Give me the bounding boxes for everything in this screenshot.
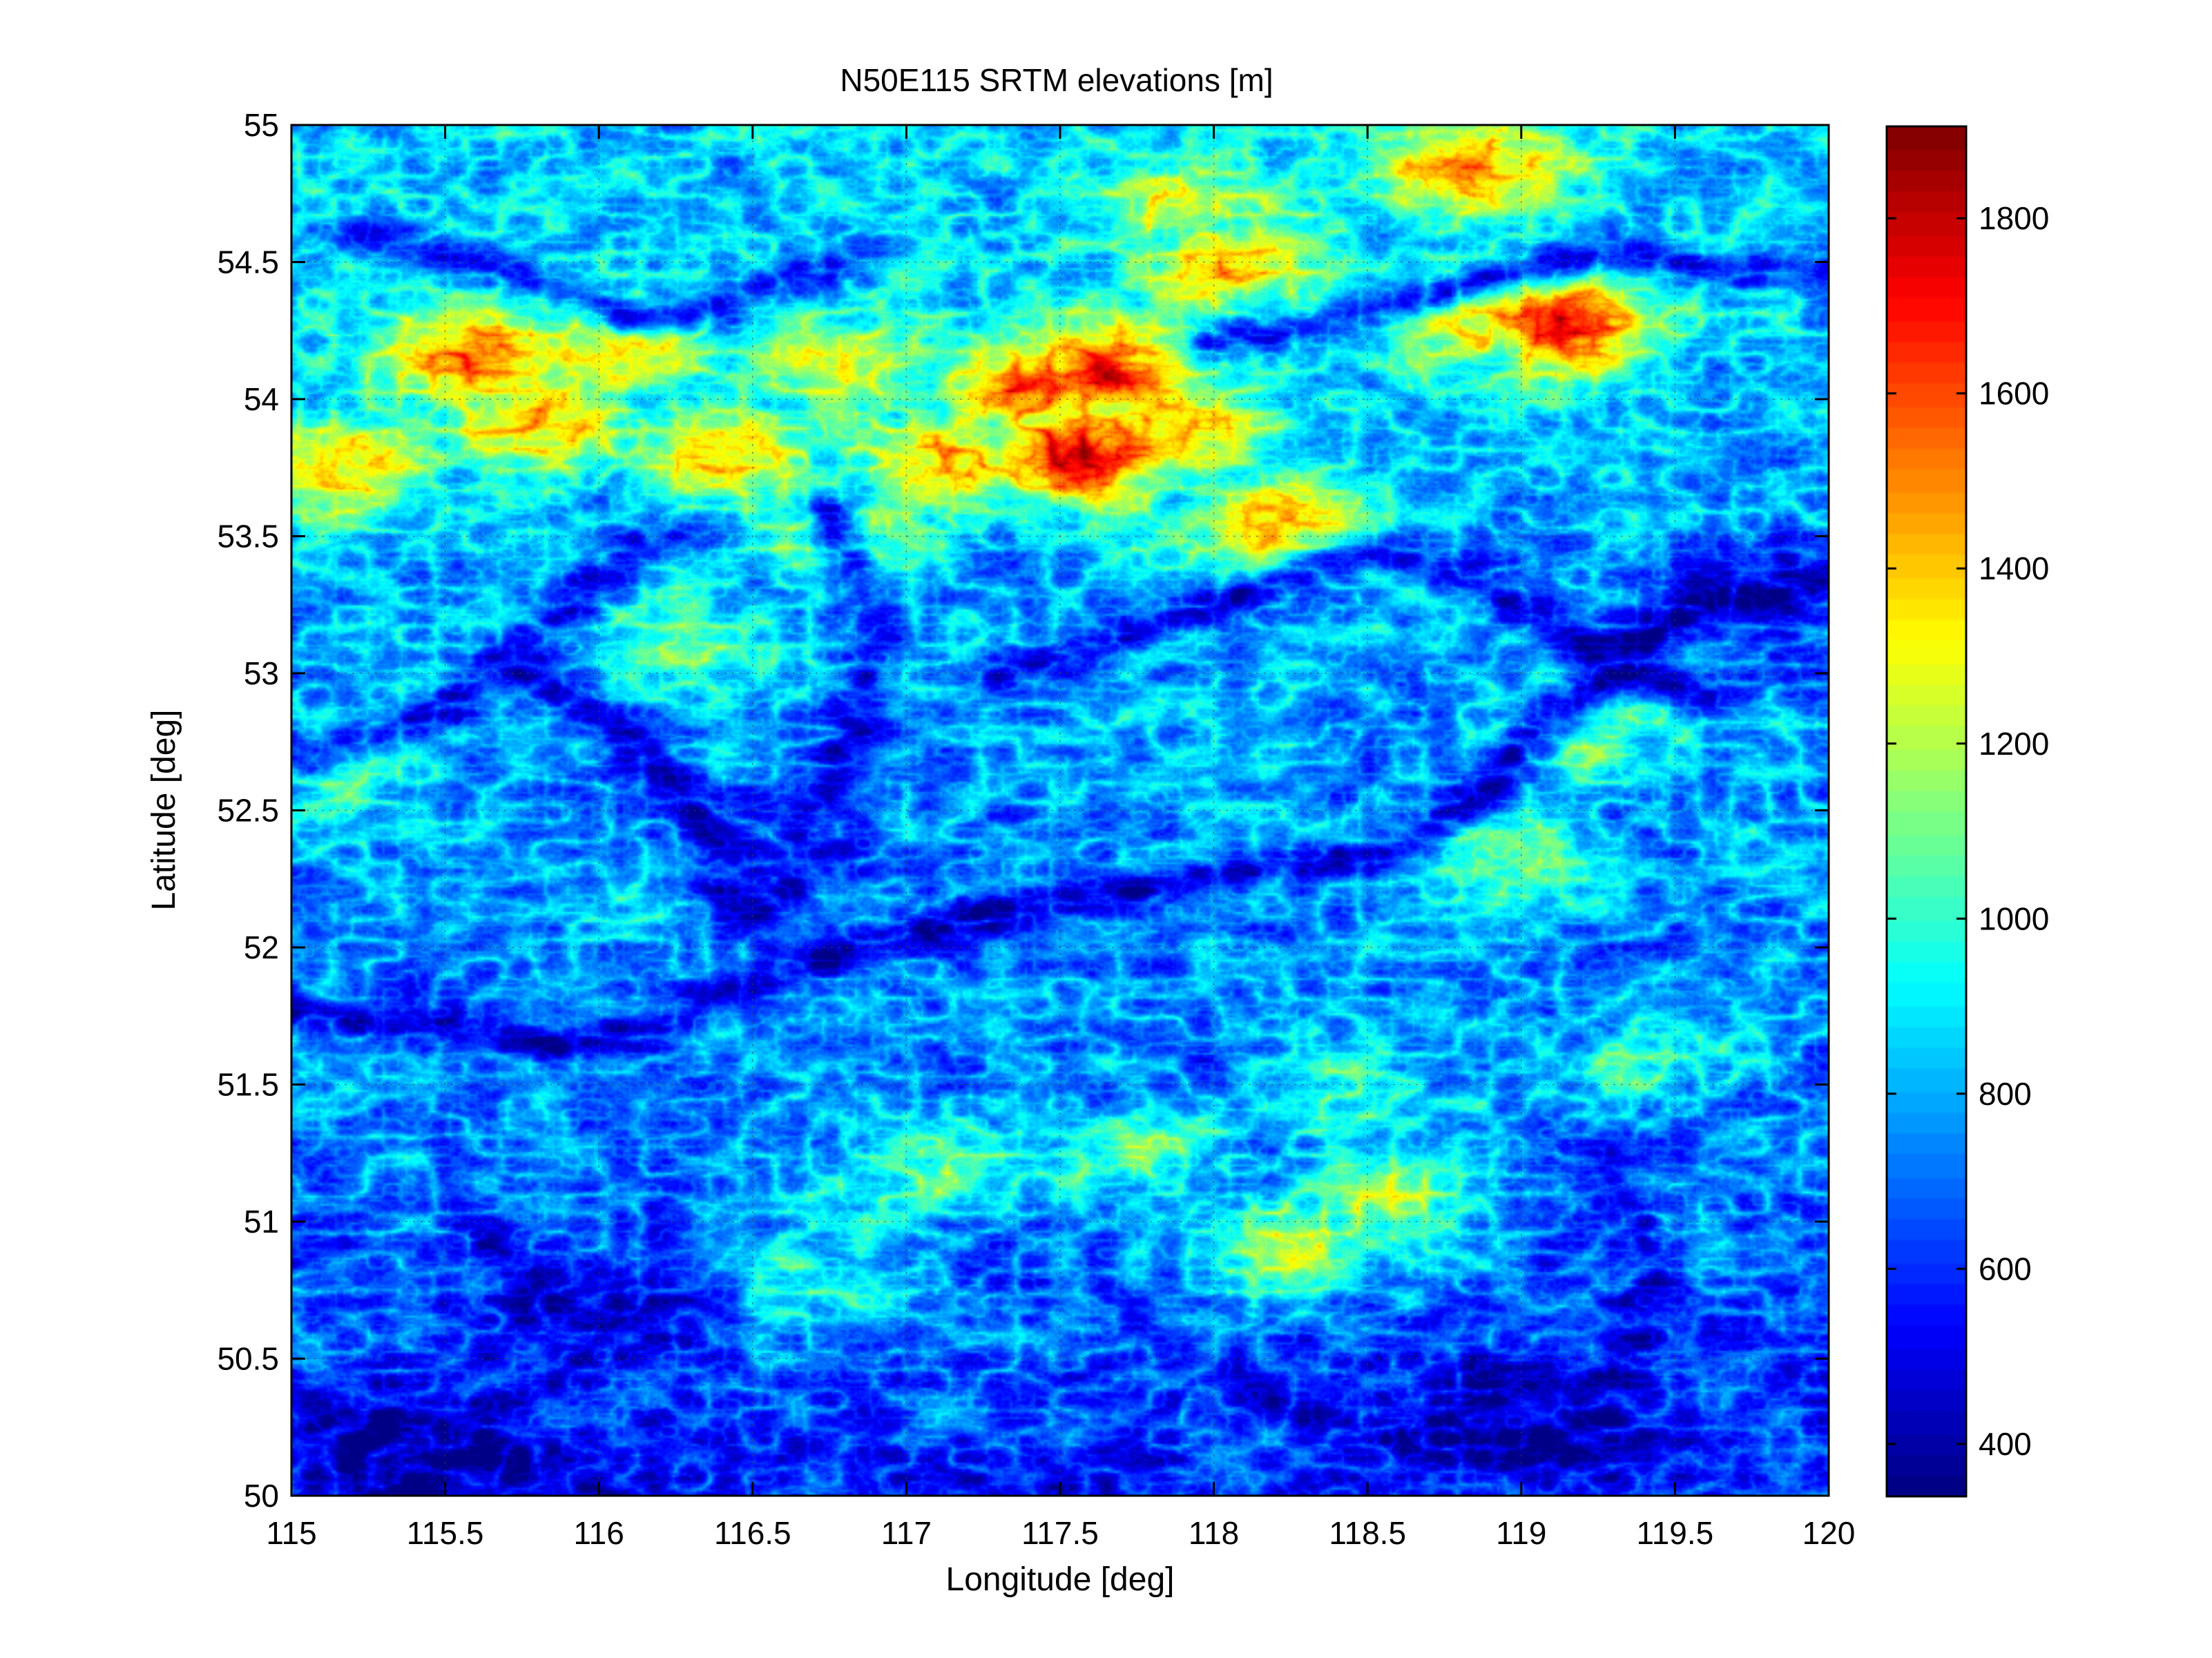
y-tick-label: 50.5 <box>217 1341 279 1377</box>
colorbar-tick-label: 800 <box>1979 1076 2032 1112</box>
colorbar-tick-label: 1800 <box>1979 200 2049 236</box>
colorbar-tick-label: 1000 <box>1979 900 2049 936</box>
x-tick-label: 116 <box>574 1515 624 1551</box>
y-tick-label: 54.5 <box>217 244 279 280</box>
x-tick-label: 117 <box>881 1515 932 1551</box>
y-tick-label: 52 <box>244 929 279 965</box>
plot-area <box>290 124 1830 1497</box>
colorbar-tick-label: 400 <box>1979 1426 2032 1462</box>
colorbar: 400 600 800 1000 1200 1400 1600 1800 <box>1885 125 2049 1498</box>
x-tick-label: 118.5 <box>1329 1515 1406 1551</box>
y-tick-label: 53 <box>244 655 279 691</box>
chart-title: N50E115 SRTM elevations [m] <box>840 62 1273 98</box>
y-tick-label: 51.5 <box>217 1067 279 1103</box>
y-tick-label: 54 <box>244 381 279 417</box>
y-axis: 50 50.5 51 51.5 52 52.5 53 53.5 54 54.5 55 <box>217 107 1829 1514</box>
colorbar-gradient <box>1887 126 1966 1496</box>
x-tick-label: 118 <box>1189 1515 1239 1551</box>
y-tick-label: 51 <box>244 1204 279 1240</box>
y-tick-label: 53.5 <box>217 519 279 555</box>
x-tick-label: 120 <box>1802 1515 1856 1551</box>
x-tick-label: 119.5 <box>1637 1515 1714 1551</box>
x-axis-label: Longitude [deg] <box>946 1561 1175 1598</box>
y-tick-label: 50 <box>244 1478 279 1514</box>
y-tick-label: 52.5 <box>217 793 279 829</box>
y-tick-label: 55 <box>244 107 279 143</box>
colorbar-tick-label: 1400 <box>1979 550 2049 586</box>
colorbar-tick-label: 1600 <box>1979 376 2049 412</box>
colorbar-tick-label: 600 <box>1979 1251 2032 1286</box>
x-tick-label: 115.5 <box>407 1515 484 1551</box>
colorbar-ticks: 400 600 800 1000 1200 1400 1600 1800 <box>1887 200 2049 1462</box>
colorbar-frame <box>1885 125 1968 1498</box>
x-tick-label: 117.5 <box>1021 1515 1099 1551</box>
x-tick-label: 115 <box>266 1515 316 1551</box>
grid-lines <box>291 125 1829 1496</box>
y-axis-label: Latitude [deg] <box>146 710 182 911</box>
x-axis: 115 115.5 116 116.5 117 117.5 118 118.5 119 119.5… <box>266 125 1855 1551</box>
x-tick-label: 119 <box>1496 1515 1546 1551</box>
colorbar-tick-label: 1200 <box>1979 726 2049 762</box>
x-tick-label: 116.5 <box>714 1515 791 1551</box>
